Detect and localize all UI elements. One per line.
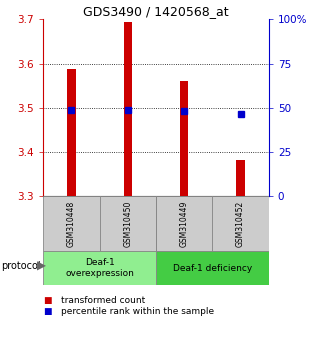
- Text: percentile rank within the sample: percentile rank within the sample: [61, 307, 214, 316]
- Bar: [236, 160, 245, 196]
- Title: GDS3490 / 1420568_at: GDS3490 / 1420568_at: [83, 5, 229, 18]
- Bar: [43, 251, 156, 285]
- Bar: [67, 69, 76, 196]
- Bar: [124, 22, 132, 196]
- Text: ■: ■: [43, 307, 52, 316]
- Text: GSM310452: GSM310452: [236, 201, 245, 247]
- Text: Deaf-1
overexpression: Deaf-1 overexpression: [65, 258, 134, 278]
- Text: ■: ■: [43, 296, 52, 306]
- Bar: [156, 196, 212, 251]
- Text: transformed count: transformed count: [61, 296, 145, 306]
- Text: ▶: ▶: [37, 260, 46, 273]
- Text: GSM310449: GSM310449: [180, 201, 189, 247]
- Text: Deaf-1 deficiency: Deaf-1 deficiency: [173, 264, 252, 273]
- Bar: [43, 196, 100, 251]
- Text: protocol: protocol: [2, 261, 41, 272]
- Bar: [156, 251, 269, 285]
- Bar: [180, 81, 188, 196]
- Bar: [212, 196, 269, 251]
- Text: GSM310450: GSM310450: [123, 201, 132, 247]
- Text: GSM310448: GSM310448: [67, 201, 76, 247]
- Bar: [100, 196, 156, 251]
